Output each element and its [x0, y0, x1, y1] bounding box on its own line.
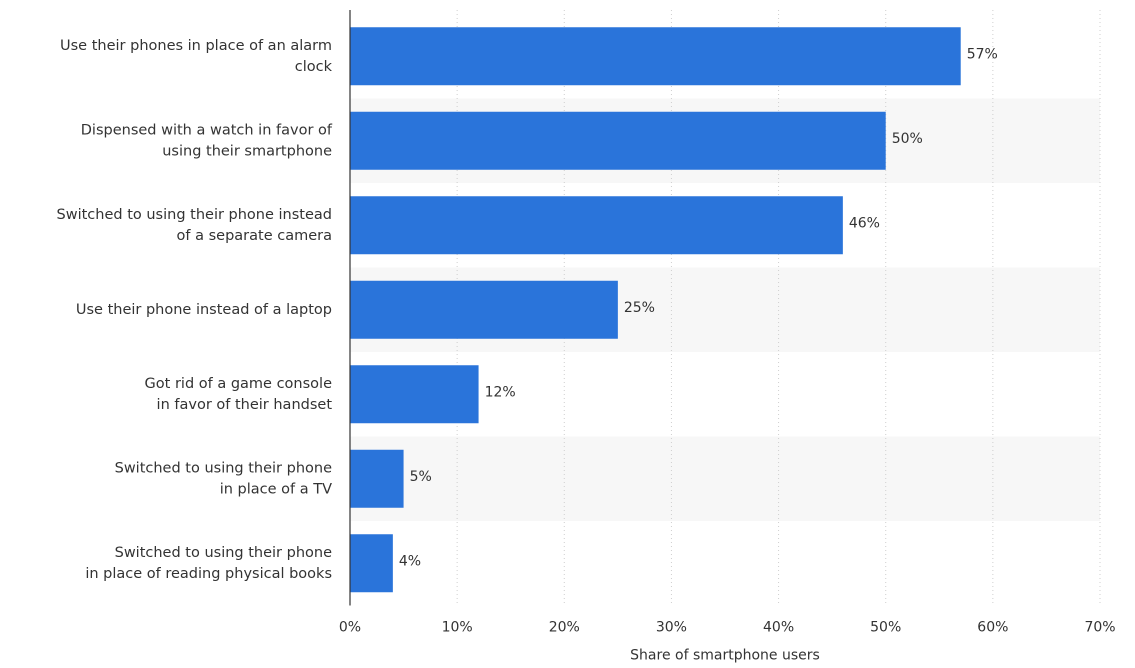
category-label: in favor of their handset: [157, 397, 333, 413]
category-label: of a separate camera: [177, 228, 332, 244]
value-label: 4%: [399, 553, 421, 569]
bar[interactable]: [350, 111, 886, 170]
x-tick-label: 50%: [870, 620, 901, 636]
category-label: clock: [295, 59, 333, 75]
category-label: in place of a TV: [220, 481, 332, 497]
category-label: Switched to using their phone instead: [57, 207, 332, 223]
x-tick-label: 70%: [1084, 620, 1115, 636]
category-labels: Use their phones in place of an alarm clo…: [57, 38, 333, 582]
category-label: Use their phones in place of an alarm: [60, 38, 332, 54]
category-label: Dispensed with a watch in favor of: [81, 122, 333, 138]
category-label: Switched to using their phone: [115, 460, 332, 476]
value-labels: 57% 50% 46% 25% 12% 5% 4%: [399, 46, 998, 569]
x-axis-title: Share of smartphone users: [630, 648, 820, 664]
value-label: 50%: [892, 131, 923, 147]
x-tick-label: 40%: [763, 620, 794, 636]
category-label: Switched to using their phone: [115, 545, 332, 561]
x-axis-ticks: 0% 10% 20% 30% 40% 50% 60% 70%: [339, 620, 1116, 636]
value-label: 12%: [485, 384, 516, 400]
bar[interactable]: [350, 196, 843, 255]
bar[interactable]: [350, 449, 404, 508]
category-label: using their smartphone: [162, 143, 332, 159]
value-label: 5%: [410, 469, 432, 485]
bar[interactable]: [350, 534, 393, 593]
value-label: 46%: [849, 215, 880, 231]
value-label: 25%: [624, 300, 655, 316]
x-tick-label: 60%: [977, 620, 1008, 636]
row-band: [350, 436, 1100, 521]
bar[interactable]: [350, 27, 961, 86]
bars: [350, 27, 961, 593]
value-label: 57%: [967, 46, 998, 62]
bar[interactable]: [350, 365, 479, 424]
x-tick-label: 0%: [339, 620, 361, 636]
category-label: in place of reading physical books: [85, 566, 332, 582]
gridlines: [456, 10, 1101, 606]
category-label: Got rid of a game console: [145, 376, 333, 392]
x-tick-label: 30%: [656, 620, 687, 636]
category-label: Use their phone instead of a laptop: [76, 302, 332, 318]
bar[interactable]: [350, 280, 618, 339]
x-tick-label: 20%: [549, 620, 580, 636]
x-tick-label: 10%: [442, 620, 473, 636]
